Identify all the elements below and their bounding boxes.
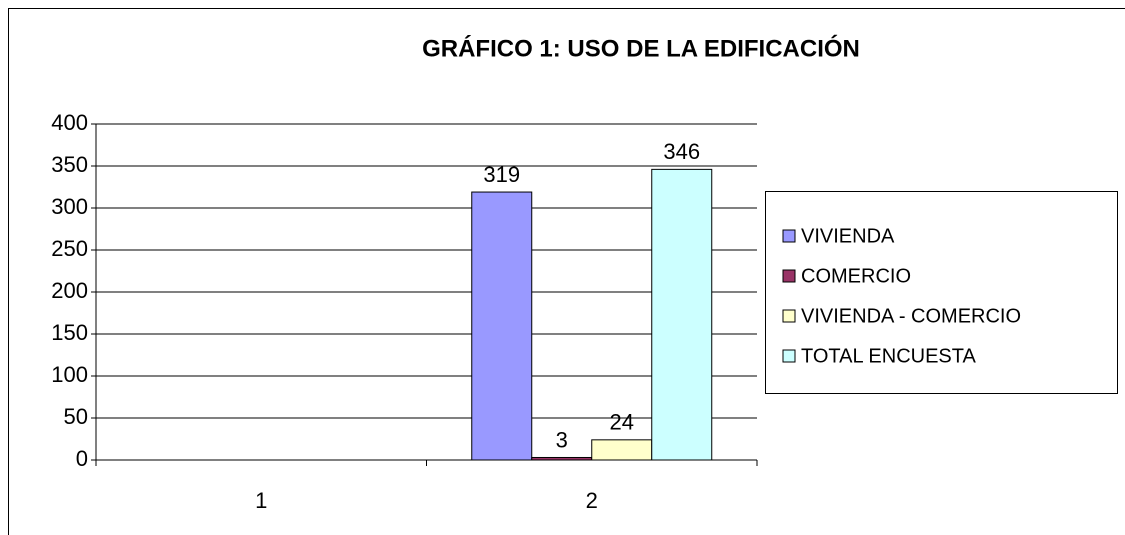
data-label: 319 [483,162,520,187]
bar [591,439,653,461]
data-label: 346 [663,139,700,164]
legend-swatch [782,349,796,363]
data-label: 24 [610,410,634,435]
legend-swatch [782,269,796,283]
legend-swatch [782,229,796,243]
y-tick-label: 250 [51,236,88,261]
legend-box [765,191,1118,394]
legend-label: COMERCIO [801,265,911,287]
legend-label: VIVIENDA [801,225,895,247]
y-tick-label: 150 [51,320,88,345]
x-tick-label: 2 [586,488,598,513]
legend-swatch [782,309,796,323]
y-tick-label: 400 [51,110,88,135]
data-label: 3 [556,427,568,452]
x-tick-label: 1 [255,488,267,513]
bar [651,168,713,461]
legend-label: TOTAL ENCUESTA [801,345,977,367]
y-tick-label: 200 [51,278,88,303]
y-tick-label: 350 [51,152,88,177]
chart-title: GRÁFICO 1: USO DE LA EDIFICACIÓN [422,34,860,62]
y-tick-label: 300 [51,194,88,219]
y-tick-label: 100 [51,362,88,387]
y-tick-label: 50 [64,404,88,429]
y-tick-label: 0 [76,446,88,471]
bar [531,456,593,461]
legend-label: VIVIENDA - COMERCIO [801,305,1021,327]
bar [471,191,533,461]
